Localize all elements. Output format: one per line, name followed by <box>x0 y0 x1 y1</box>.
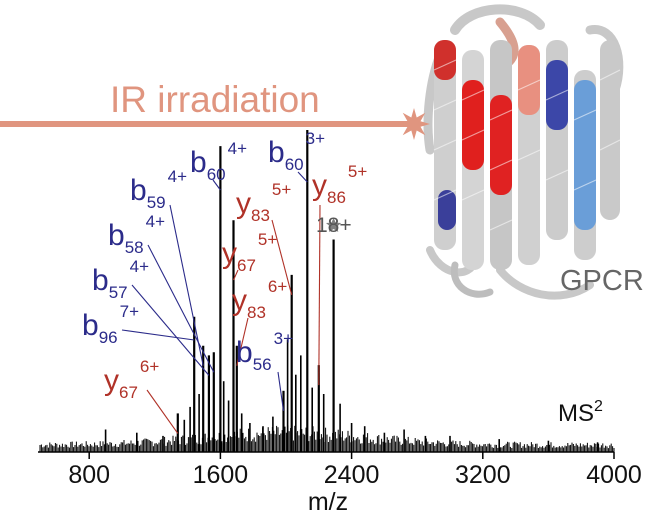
ion-type: y <box>232 284 247 317</box>
peak-label-leaders <box>121 171 321 434</box>
ion-type: y <box>312 169 327 202</box>
leader-b56-3+ <box>277 371 285 411</box>
ion-charge: 4+ <box>228 139 247 158</box>
ion-type: b <box>190 146 207 179</box>
peak-label-b60-4+: b604+ <box>190 139 247 184</box>
leader-y67-5+ <box>232 269 239 281</box>
ion-charge: 4+ <box>168 167 187 186</box>
gpcr-helix <box>438 190 456 230</box>
x-tick-label: 1600 <box>193 461 249 489</box>
ion-number: 57 <box>109 283 128 302</box>
ion-type: y <box>104 364 119 397</box>
gpcr-helix <box>434 40 456 80</box>
ion-type: b <box>92 264 109 297</box>
ion-type: b <box>268 136 285 169</box>
gpcr-helix <box>462 80 484 170</box>
ion-type: b <box>108 219 125 252</box>
x-axis-title: m/z <box>308 488 348 516</box>
leader-b60-4+ <box>212 179 221 191</box>
ion-charge: 5+ <box>272 180 291 199</box>
ion-number: 56 <box>253 355 272 374</box>
peak-label-y83-6+: y836+ <box>232 277 287 322</box>
ion-number: 96 <box>99 328 118 347</box>
ion-number: 86 <box>327 188 346 207</box>
ion-number: 58 <box>125 238 144 257</box>
leader-b96-7+ <box>121 329 195 341</box>
x-tick-label: 800 <box>68 461 110 489</box>
peak-label-b57-4+: b574+ <box>92 257 149 302</box>
peak-label-b60-3+: b603+ <box>268 129 325 174</box>
laser-burst-icon <box>398 108 430 140</box>
ion-type: y <box>236 187 251 220</box>
ion-type: y <box>222 237 237 270</box>
leader-b58-4+ <box>147 244 215 373</box>
precursor-star-icon <box>326 217 342 232</box>
peak-labels: b594+b574+b584+b967+b604+y675+y836+y676+… <box>82 129 367 402</box>
ion-charge: 5+ <box>258 230 277 249</box>
gpcr-label: GPCR <box>560 265 644 297</box>
leader-y67-6+ <box>146 389 179 434</box>
ir-irradiation-label: IR irradiation <box>110 79 320 120</box>
minor-peaks <box>104 339 599 452</box>
leader-y83-6+ <box>236 317 249 366</box>
peak-label-b96-7+: b967+ <box>82 302 139 347</box>
ion-type: b <box>236 336 253 369</box>
ion-charge: 6+ <box>140 357 159 376</box>
annotated-peaks <box>176 130 335 452</box>
leader-y86-5+ <box>318 204 321 386</box>
ion-charge: 3+ <box>274 329 293 348</box>
ion-number: 59 <box>147 193 166 212</box>
peak-label-y67-6+: y676+ <box>104 357 159 402</box>
ms2-label: MS2 <box>558 398 603 427</box>
ion-type: b <box>130 174 147 207</box>
gpcr-loop <box>496 266 594 300</box>
leader-y83-5+ <box>271 219 293 296</box>
precursor-charge-label: 18+ <box>316 214 352 237</box>
ion-number: 67 <box>119 383 138 402</box>
ms2-label-sup: 2 <box>594 398 603 415</box>
ms2-label-main: MS <box>558 400 594 427</box>
peak-label-y86-5+: y865+ <box>312 162 367 207</box>
ion-charge: 4+ <box>130 257 149 276</box>
ion-charge: 3+ <box>306 129 325 148</box>
gpcr-helix <box>574 80 596 230</box>
gpcr-helix <box>518 45 540 115</box>
gpcr-helix <box>490 95 512 195</box>
peak-label-y83-5+: y835+ <box>236 180 291 225</box>
x-tick-label: 4000 <box>586 461 642 489</box>
leader-b60-3+ <box>297 171 308 183</box>
peak-label-b59-4+: b594+ <box>130 167 187 212</box>
peak-label-b56-3+: b563+ <box>236 329 293 374</box>
ion-number: 83 <box>247 303 266 322</box>
ion-number: 83 <box>251 206 270 225</box>
ion-charge: 4+ <box>146 212 165 231</box>
gpcr-structure-image <box>423 4 624 300</box>
ion-type: b <box>82 309 99 342</box>
gpcr-loop <box>450 261 494 298</box>
peak-label-y67-5+: y675+ <box>222 230 277 275</box>
ion-charge: 6+ <box>268 277 287 296</box>
x-tick-label: 3200 <box>455 461 511 489</box>
gpcr-helix <box>600 40 620 220</box>
ion-number: 60 <box>285 155 304 174</box>
ion-number: 67 <box>237 256 256 275</box>
gpcr-ribbon-stripes <box>433 59 621 231</box>
gpcr-loop <box>450 4 545 35</box>
x-axis-ticks: 800 1600 2400 3200 4000 <box>68 452 642 489</box>
leader-b59-4+ <box>169 204 204 366</box>
baseline-noise <box>39 425 615 452</box>
ion-charge: 5+ <box>348 162 367 181</box>
ion-charge: 7+ <box>120 302 139 321</box>
ion-number: 60 <box>207 165 226 184</box>
leader-b57-4+ <box>131 284 210 376</box>
x-tick-label: 2400 <box>324 461 380 489</box>
peak-label-b58-4+: b584+ <box>108 212 165 257</box>
